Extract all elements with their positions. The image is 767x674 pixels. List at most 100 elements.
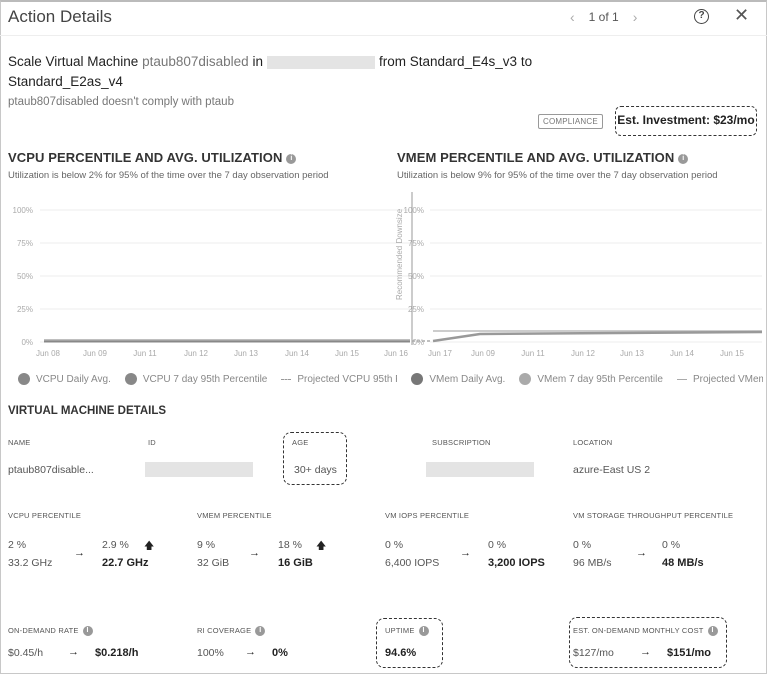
- on-demand-rate-label-text: ON-DEMAND RATE: [8, 626, 79, 635]
- rate-from: $0.45/h: [8, 647, 44, 659]
- location-label: LOCATION: [573, 438, 613, 447]
- svg-text:Jun 16: Jun 16: [384, 349, 409, 358]
- cost-from: $127/mo: [573, 647, 614, 659]
- legend-label: Projected VMem 95th Percentile: [692, 373, 763, 385]
- storage-from-pct: 0 %: [573, 539, 592, 551]
- legend-label: VCPU Daily Avg.: [36, 373, 111, 385]
- utilization-chart: 100% 75% 50% 25% 0% 100% 75% 50% 25% 0% Recomm…: [13, 192, 763, 358]
- svg-text:Jun 12: Jun 12: [571, 349, 596, 358]
- svg-text:Jun 08: Jun 08: [36, 349, 61, 358]
- chart-legend: VCPU Daily Avg. VCPU 7 day 95th Percenti…: [18, 373, 763, 385]
- vmem-from-val: 32 GiB: [197, 557, 230, 569]
- prev-icon[interactable]: ‹: [570, 9, 575, 25]
- svg-text:75%: 75%: [17, 239, 33, 248]
- vmem-to-pct: 18 %: [278, 539, 302, 551]
- storage-to-val: 48 MB/s: [662, 557, 704, 569]
- action-entity[interactable]: ptaub807disabled: [142, 54, 249, 69]
- vmem-from-pct: 9 %: [197, 539, 216, 551]
- vcpu-chart-subtitle: Utilization is below 2% for 95% of the t…: [8, 170, 329, 181]
- iops-percentile-label: VM IOPS PERCENTILE: [385, 511, 470, 520]
- vmem-chart-title: VMEM PERCENTILE AND AVG. UTILIZATION i: [397, 150, 689, 165]
- series-dot-icon: [18, 373, 30, 385]
- vmem-chart-title-text: VMEM PERCENTILE AND AVG. UTILIZATION: [397, 150, 675, 165]
- svg-text:Jun 09: Jun 09: [83, 349, 108, 358]
- action-to: Standard_E2as_v4: [8, 74, 123, 89]
- vcpu-to-pct: 2.9 %: [102, 539, 129, 551]
- info-icon[interactable]: i: [82, 626, 93, 637]
- solid-line-icon: [676, 378, 687, 380]
- vcpu-from-val: 33.2 GHz: [8, 557, 53, 569]
- legend-item[interactable]: Projected VMem 95th Percentile: [676, 373, 763, 385]
- uptime-label-text: UPTIME: [385, 626, 415, 635]
- cost-to: $151/mo: [667, 647, 712, 659]
- iops-to-pct: 0 %: [488, 539, 507, 551]
- series-dot-icon: [124, 373, 137, 385]
- rate-to: $0.218/h: [95, 647, 139, 659]
- svg-text:Jun 13: Jun 13: [234, 349, 259, 358]
- svg-text:0%: 0%: [412, 338, 424, 347]
- vcpu-to-val: 22.7 GHz: [102, 557, 149, 569]
- legend-item[interactable]: VCPU Daily Avg.: [18, 373, 111, 385]
- location-value: azure-East US 2: [573, 464, 651, 476]
- svg-text:100%: 100%: [404, 206, 424, 215]
- close-icon[interactable]: ✕: [734, 5, 750, 25]
- arrow-right-icon: →: [245, 646, 256, 658]
- pager: ‹ 1 of 1 ›: [570, 9, 637, 25]
- divider-label: Recommended Downsize: [395, 208, 404, 300]
- svg-text:100%: 100%: [13, 206, 33, 215]
- subscription-label: SUBSCRIPTION: [432, 438, 491, 447]
- arrow-right-icon: →: [68, 646, 79, 658]
- info-icon[interactable]: i: [418, 626, 429, 637]
- legend-label: VMem Daily Avg.: [429, 373, 506, 385]
- id-label: ID: [148, 438, 156, 447]
- help-icon[interactable]: ?: [694, 9, 709, 24]
- id-redacted: [145, 462, 253, 477]
- iops-from-pct: 0 %: [385, 539, 404, 551]
- svg-text:50%: 50%: [17, 272, 33, 281]
- storage-percentile-label: VM STORAGE THROUGHPUT PERCENTILE: [573, 511, 734, 520]
- age-value: 30+ days: [294, 464, 337, 476]
- info-icon[interactable]: i: [678, 153, 689, 164]
- info-icon[interactable]: i: [255, 626, 266, 637]
- svg-text:0%: 0%: [21, 338, 33, 347]
- legend-item[interactable]: VCPU 7 day 95th Percentile: [124, 373, 267, 385]
- panel-title: Action Details: [8, 7, 112, 26]
- info-icon[interactable]: i: [286, 153, 297, 164]
- svg-text:Jun 11: Jun 11: [521, 349, 545, 358]
- arrow-right-icon: →: [249, 547, 260, 559]
- action-description: Scale Virtual Machine ptaub807disabled i…: [8, 52, 568, 92]
- age-label: AGE: [292, 438, 309, 447]
- redacted-region: [266, 55, 375, 69]
- compliance-badge: COMPLIANCE: [538, 114, 603, 129]
- svg-text:Jun 09: Jun 09: [471, 349, 496, 358]
- iops-to-val: 3,200 IOPS: [488, 557, 545, 569]
- svg-text:Jun 15: Jun 15: [720, 349, 745, 358]
- arrow-right-icon: →: [74, 547, 85, 559]
- info-icon[interactable]: i: [707, 626, 718, 637]
- ri-from: 100%: [197, 647, 224, 659]
- pager-text: 1 of 1: [588, 10, 619, 24]
- svg-text:75%: 75%: [408, 239, 424, 248]
- name-value: ptaub807disable...: [8, 464, 94, 476]
- ri-coverage-label: RI COVERAGE i: [197, 626, 266, 637]
- monthly-cost-label-text: EST. ON-DEMAND MONTHLY COST: [573, 626, 704, 635]
- iops-from-val: 6,400 IOPS: [385, 557, 440, 569]
- storage-to-pct: 0 %: [662, 539, 681, 551]
- next-icon[interactable]: ›: [632, 9, 638, 25]
- vmem-percentile-label: VMEM PERCENTILE: [197, 511, 272, 520]
- legend-item[interactable]: VMem Daily Avg.: [411, 373, 505, 385]
- monthly-cost-highlight: [569, 617, 727, 668]
- vm-details-title: VIRTUAL MACHINE DETAILS: [8, 405, 167, 417]
- vcpu-percentile-label: VCPU PERCENTILE: [8, 511, 82, 520]
- svg-text:Jun 14: Jun 14: [670, 349, 695, 358]
- vcpu-from-pct: 2 %: [8, 539, 27, 551]
- uptime-highlight: [376, 618, 443, 668]
- series-dot-icon: [411, 373, 424, 385]
- uptime-value: 94.6%: [385, 647, 417, 659]
- vcpu-chart-title-text: VCPU PERCENTILE AND AVG. UTILIZATION: [8, 150, 283, 165]
- series-dot-icon: [519, 373, 532, 385]
- monthly-cost-label: EST. ON-DEMAND MONTHLY COST i: [573, 626, 718, 637]
- legend-item[interactable]: Projected VCPU 95th Percentile: [281, 373, 397, 385]
- legend-item[interactable]: VMem 7 day 95th Percentile: [519, 373, 663, 385]
- age-highlight: [283, 432, 347, 485]
